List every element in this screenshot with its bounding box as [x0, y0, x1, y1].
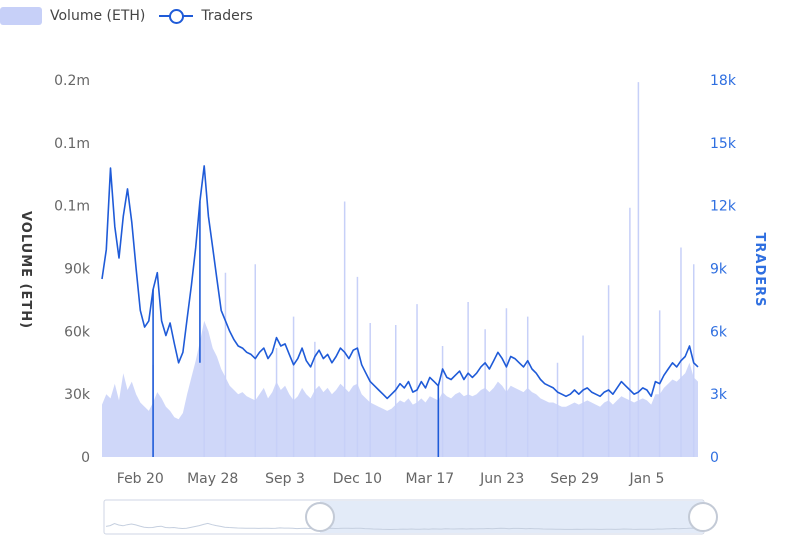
legend-volume-swatch — [0, 7, 42, 25]
x-axis-ticks: Feb 20 May 28 Sep 3 Dec 10 Mar 17 Jun 23 Sep 2… — [117, 471, 665, 487]
volume-area-series — [102, 82, 698, 457]
legend-volume-label: Volume (ETH) — [50, 8, 146, 24]
right-tick-label: 6k — [710, 324, 728, 340]
left-tick-label: 0 — [81, 450, 90, 466]
x-tick-label: Jan 5 — [628, 471, 664, 487]
x-tick-label: Sep 3 — [265, 471, 305, 487]
right-tick-label: 0 — [710, 450, 719, 466]
left-tick-label: 0.1m — [54, 199, 90, 215]
legend-volume[interactable]: Volume (ETH) — [0, 7, 145, 25]
right-tick-label: 9k — [710, 262, 728, 278]
legend-traders-label: Traders — [201, 8, 253, 24]
left-tick-label: 90k — [64, 262, 91, 278]
range-slider[interactable] — [103, 499, 718, 535]
left-tick-label: 0.1m — [54, 136, 90, 152]
right-tick-label: 3k — [710, 387, 728, 403]
x-tick-label: Feb 20 — [117, 471, 164, 487]
x-tick-label: Jun 23 — [479, 471, 524, 487]
left-tick-label: 30k — [64, 387, 91, 403]
range-slider-selection[interactable] — [320, 501, 703, 533]
x-tick-label: May 28 — [187, 471, 238, 487]
right-tick-label: 15k — [710, 136, 737, 152]
left-tick-label: 0.2m — [54, 73, 90, 89]
chart-legend: Volume (ETH) Traders — [0, 0, 253, 32]
range-slider-preview — [105, 522, 701, 531]
x-tick-label: Mar 17 — [405, 471, 454, 487]
right-tick-label: 12k — [710, 199, 737, 215]
x-tick-label: Sep 29 — [550, 471, 599, 487]
left-axis-ticks: 0 30k 60k 90k 0.1m 0.1m 0.2m — [54, 73, 91, 466]
range-slider-left-handle[interactable] — [305, 502, 335, 532]
legend-traders-swatch — [159, 7, 194, 25]
range-slider-right-handle[interactable] — [688, 502, 718, 532]
right-axis-title: TRADERS — [752, 233, 767, 308]
traders-line-series — [101, 165, 699, 457]
legend-traders[interactable]: Traders — [159, 7, 253, 25]
left-axis-title: VOLUME (ETH) — [18, 211, 33, 329]
volume-area — [102, 320, 698, 457]
right-tick-label: 18k — [710, 73, 737, 89]
right-axis-ticks: 0 3k 6k 9k 12k 15k 18k — [710, 73, 737, 466]
x-tick-label: Dec 10 — [333, 471, 382, 487]
traders-line — [101, 165, 699, 400]
left-tick-label: 60k — [64, 324, 91, 340]
